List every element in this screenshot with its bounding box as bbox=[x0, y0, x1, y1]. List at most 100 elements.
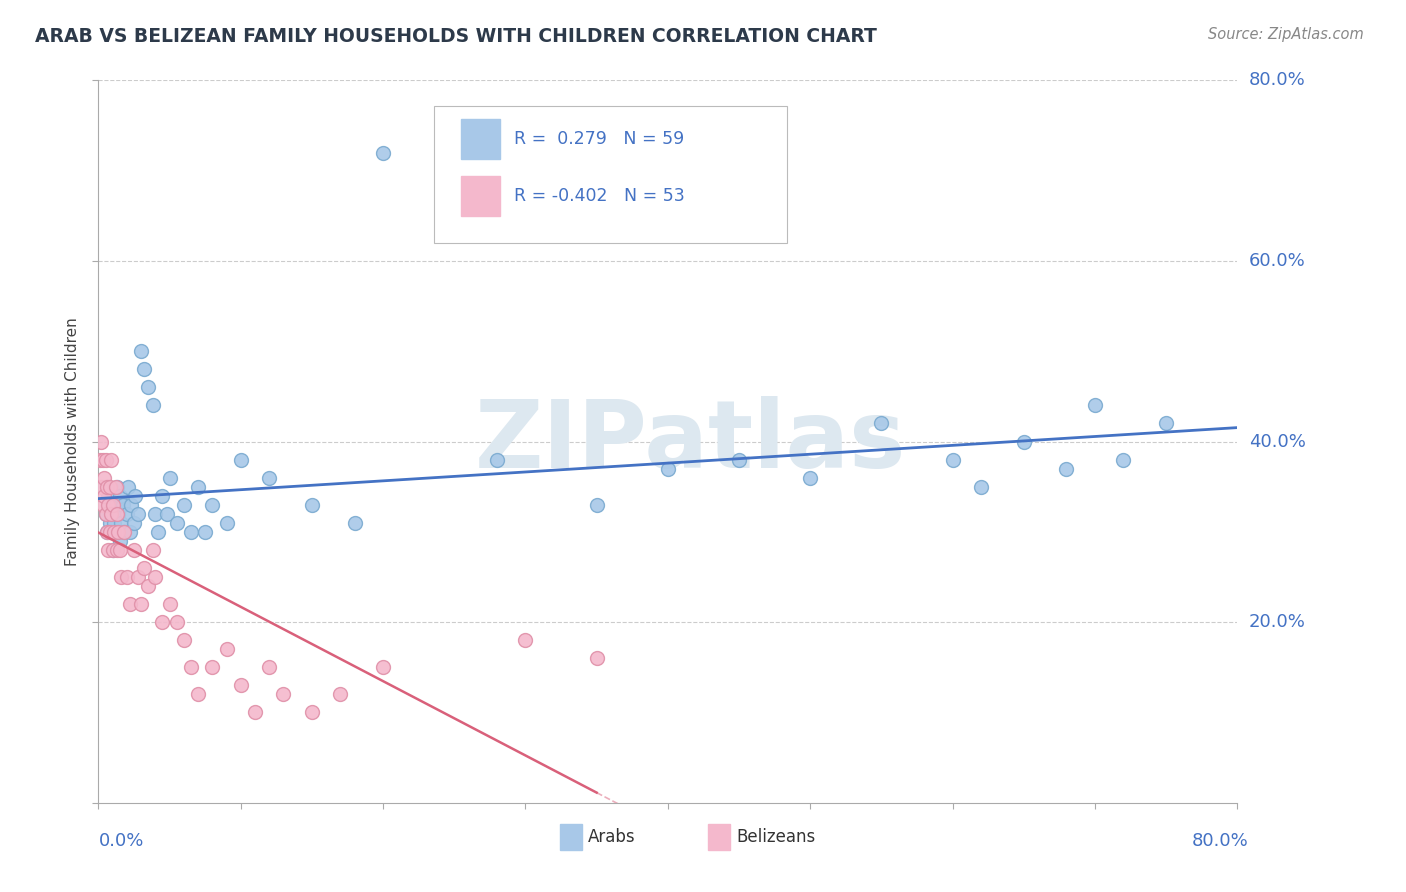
Text: 40.0%: 40.0% bbox=[1249, 433, 1306, 450]
Point bbox=[259, 660, 281, 674]
Point bbox=[110, 570, 132, 584]
Point bbox=[1112, 452, 1135, 467]
Point bbox=[180, 524, 202, 539]
Y-axis label: Family Households with Children: Family Households with Children bbox=[65, 318, 80, 566]
Point bbox=[107, 507, 129, 521]
Point bbox=[100, 524, 122, 539]
Point bbox=[115, 570, 138, 584]
Point bbox=[180, 660, 202, 674]
Point bbox=[145, 570, 167, 584]
Point bbox=[100, 452, 122, 467]
Point bbox=[585, 651, 607, 665]
Point bbox=[194, 524, 217, 539]
Bar bbox=[560, 824, 582, 850]
Point bbox=[1012, 434, 1035, 449]
Point bbox=[215, 642, 238, 657]
Point bbox=[1154, 417, 1177, 431]
Point bbox=[105, 480, 128, 494]
Point bbox=[107, 524, 129, 539]
Point bbox=[90, 480, 112, 494]
Point bbox=[105, 542, 128, 557]
Point bbox=[215, 516, 238, 530]
Point bbox=[117, 480, 139, 494]
Point bbox=[96, 524, 118, 539]
Point bbox=[97, 489, 120, 503]
Point bbox=[98, 480, 121, 494]
Point bbox=[122, 516, 145, 530]
Text: R = -0.402   N = 53: R = -0.402 N = 53 bbox=[515, 187, 685, 205]
Point bbox=[942, 452, 965, 467]
Text: 80.0%: 80.0% bbox=[1249, 71, 1305, 89]
Text: R =  0.279   N = 59: R = 0.279 N = 59 bbox=[515, 129, 685, 148]
Point bbox=[132, 561, 155, 575]
Point bbox=[152, 489, 174, 503]
Point bbox=[110, 516, 132, 530]
Point bbox=[136, 579, 159, 593]
Point bbox=[97, 498, 120, 512]
Point bbox=[141, 542, 163, 557]
Point bbox=[166, 615, 188, 630]
Point bbox=[118, 524, 141, 539]
Point bbox=[273, 687, 295, 701]
Text: Source: ZipAtlas.com: Source: ZipAtlas.com bbox=[1208, 27, 1364, 42]
Point bbox=[124, 489, 146, 503]
Point bbox=[91, 452, 114, 467]
Point bbox=[98, 516, 121, 530]
Point bbox=[373, 145, 395, 160]
Point bbox=[101, 507, 124, 521]
Text: ARAB VS BELIZEAN FAMILY HOUSEHOLDS WITH CHILDREN CORRELATION CHART: ARAB VS BELIZEAN FAMILY HOUSEHOLDS WITH … bbox=[35, 27, 877, 45]
Point bbox=[96, 480, 118, 494]
Point bbox=[187, 687, 209, 701]
Point bbox=[112, 524, 135, 539]
Point bbox=[799, 471, 821, 485]
Point bbox=[145, 507, 167, 521]
Point bbox=[122, 542, 145, 557]
Point bbox=[515, 633, 537, 648]
Point bbox=[98, 498, 121, 512]
Point bbox=[101, 542, 124, 557]
Point bbox=[98, 524, 121, 539]
Point bbox=[166, 516, 188, 530]
Point bbox=[301, 498, 323, 512]
Bar bbox=[461, 176, 501, 216]
Point bbox=[187, 480, 209, 494]
Point bbox=[152, 615, 174, 630]
Point bbox=[585, 498, 607, 512]
FancyBboxPatch shape bbox=[434, 105, 787, 243]
Text: ZIPatlas: ZIPatlas bbox=[475, 395, 907, 488]
Point bbox=[91, 498, 114, 512]
Point bbox=[1056, 461, 1078, 475]
Point bbox=[373, 660, 395, 674]
Point bbox=[96, 524, 118, 539]
Point bbox=[90, 434, 112, 449]
Point bbox=[129, 344, 152, 359]
Bar bbox=[461, 119, 501, 159]
Point bbox=[229, 678, 252, 692]
Point bbox=[136, 380, 159, 394]
Point bbox=[103, 516, 125, 530]
Text: Arabs: Arabs bbox=[588, 828, 636, 847]
Text: Belizeans: Belizeans bbox=[737, 828, 815, 847]
Point bbox=[243, 706, 266, 720]
Point bbox=[104, 498, 127, 512]
Point bbox=[101, 498, 124, 512]
Point bbox=[329, 687, 352, 701]
Point bbox=[870, 417, 893, 431]
Point bbox=[173, 498, 195, 512]
Point bbox=[159, 471, 181, 485]
Point bbox=[94, 507, 117, 521]
Point bbox=[89, 452, 111, 467]
Point bbox=[105, 507, 128, 521]
Text: 80.0%: 80.0% bbox=[1192, 831, 1249, 850]
Point bbox=[105, 524, 128, 539]
Point bbox=[108, 542, 131, 557]
Point bbox=[111, 498, 134, 512]
Point bbox=[108, 489, 131, 503]
Point bbox=[129, 597, 152, 611]
Text: 20.0%: 20.0% bbox=[1249, 613, 1306, 632]
Point bbox=[486, 452, 509, 467]
Point bbox=[93, 471, 115, 485]
Point bbox=[141, 398, 163, 412]
Point bbox=[259, 471, 281, 485]
Point bbox=[229, 452, 252, 467]
